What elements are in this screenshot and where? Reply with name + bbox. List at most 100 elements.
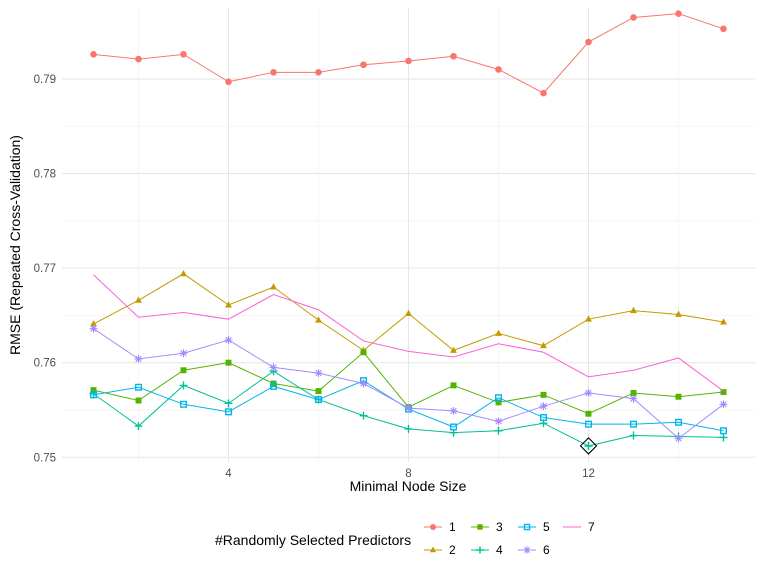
marker-plus xyxy=(179,381,188,390)
data-point xyxy=(629,420,638,428)
marker-circle xyxy=(540,89,547,97)
data-point xyxy=(270,283,277,290)
data-point xyxy=(449,406,458,415)
marker-square xyxy=(450,382,457,389)
marker-triangle xyxy=(180,269,187,277)
marker-triangle xyxy=(720,318,727,325)
marker-triangle xyxy=(135,296,142,303)
marker-asterisk xyxy=(719,400,728,409)
data-point xyxy=(584,388,593,397)
data-point xyxy=(225,301,232,308)
data-point xyxy=(630,389,637,396)
data-point xyxy=(719,427,728,435)
data-point xyxy=(584,420,593,428)
marker-square xyxy=(720,389,727,395)
marker-asterisk xyxy=(494,417,503,426)
data-point xyxy=(404,404,413,413)
marker-asterisk xyxy=(179,349,188,358)
data-point xyxy=(450,52,457,60)
data-point xyxy=(134,354,143,363)
marker-square-open xyxy=(269,382,278,390)
data-point xyxy=(315,316,322,323)
marker-circle xyxy=(360,61,367,69)
legend-label: 1 xyxy=(449,520,456,534)
best-point-plus xyxy=(584,441,593,450)
data-point xyxy=(179,349,188,358)
data-point xyxy=(495,329,502,336)
data-point xyxy=(179,400,188,408)
marker-asterisk xyxy=(674,434,683,443)
data-point xyxy=(404,424,413,433)
data-point xyxy=(315,388,322,395)
marker-asterisk xyxy=(359,379,368,388)
legend-label: 4 xyxy=(496,543,503,557)
data-point xyxy=(224,336,233,344)
data-point xyxy=(539,414,548,422)
data-point xyxy=(585,410,592,417)
legend-key-marker xyxy=(430,524,436,530)
data-point xyxy=(180,51,187,58)
data-point xyxy=(315,69,322,76)
legend-key-marker xyxy=(477,524,483,530)
marker-circle xyxy=(585,38,592,46)
marker-asterisk xyxy=(539,402,548,411)
marker-square-open xyxy=(539,414,548,422)
data-point xyxy=(450,346,457,353)
y-tick-label: 0.78 xyxy=(34,169,56,181)
data-point xyxy=(494,426,503,435)
marker-square-open xyxy=(523,523,531,531)
y-axis-title: RMSE (Repeated Cross-Validation) xyxy=(7,135,23,355)
marker-triangle xyxy=(585,315,592,322)
marker-square-open xyxy=(314,396,323,404)
marker-asterisk xyxy=(269,363,278,372)
marker-plus xyxy=(224,399,233,408)
marker-asterisk xyxy=(584,388,593,397)
data-point xyxy=(224,399,233,408)
marker-triangle xyxy=(540,341,547,349)
data-point xyxy=(719,400,728,409)
marker-triangle xyxy=(270,283,277,290)
data-point xyxy=(449,423,458,431)
data-point xyxy=(269,363,278,372)
data-point xyxy=(314,369,323,378)
data-point xyxy=(585,38,592,46)
data-point xyxy=(180,269,187,277)
data-point xyxy=(359,379,368,388)
marker-circle xyxy=(675,10,682,17)
marker-asterisk xyxy=(89,324,98,333)
marker-square-open xyxy=(584,420,593,428)
marker-circle xyxy=(315,69,322,76)
data-point xyxy=(720,25,727,33)
marker-triangle xyxy=(450,346,457,353)
marker-asterisk xyxy=(314,369,323,378)
data-point xyxy=(135,296,142,303)
marker-square xyxy=(360,349,367,356)
marker-square-open xyxy=(674,418,683,426)
series-6 xyxy=(89,324,728,443)
marker-triangle xyxy=(630,306,637,314)
marker-asterisk xyxy=(449,406,458,415)
data-point xyxy=(629,431,638,440)
legend: #Randomly Selected Predictors 1 2 3 4 5 6 7 xyxy=(215,520,595,557)
data-point xyxy=(179,381,188,390)
marker-circle xyxy=(90,51,97,58)
best-point-marker xyxy=(579,437,598,455)
data-point xyxy=(494,394,503,402)
marker-plus xyxy=(134,422,143,431)
marker-circle xyxy=(135,55,142,63)
marker-asterisk xyxy=(523,546,531,554)
marker-circle xyxy=(270,69,277,76)
data-point xyxy=(630,14,637,21)
marker-plus xyxy=(404,424,413,433)
legend-label: 5 xyxy=(543,520,550,534)
data-point xyxy=(629,394,638,403)
data-point xyxy=(270,69,277,76)
data-point xyxy=(405,57,412,65)
data-point xyxy=(674,434,683,443)
data-point xyxy=(674,418,683,426)
marker-square xyxy=(477,524,483,530)
marker-square xyxy=(135,397,142,404)
marker-plus xyxy=(584,441,593,450)
